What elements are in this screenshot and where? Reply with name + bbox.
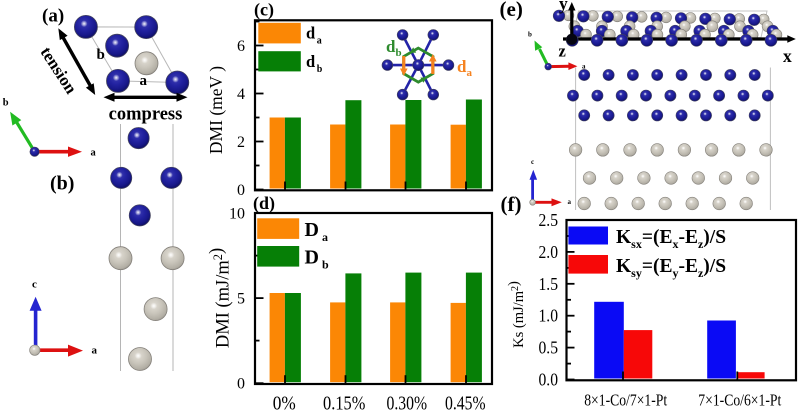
svg-text:(d): (d) [253, 193, 275, 214]
svg-text:0.30%: 0.30% [387, 393, 428, 415]
svg-text:a: a [568, 198, 572, 206]
svg-text:a: a [92, 345, 98, 357]
svg-text:2.5: 2.5 [539, 210, 559, 230]
svg-text:0: 0 [237, 182, 245, 199]
svg-text:DMI (meV ): DMI (meV ) [206, 66, 226, 154]
svg-text:0.0: 0.0 [539, 370, 559, 390]
svg-text:x: x [783, 46, 792, 66]
svg-text:(b): (b) [50, 173, 74, 195]
svg-text:a: a [140, 73, 148, 89]
svg-text:5: 5 [237, 291, 245, 308]
svg-text:a: a [91, 148, 97, 159]
svg-text:2: 2 [237, 134, 245, 151]
svg-text:(c): (c) [254, 0, 274, 21]
svg-text:0: 0 [237, 376, 245, 393]
svg-text:6: 6 [237, 38, 245, 55]
svg-text:c: c [32, 279, 37, 291]
svg-text:0%: 0% [273, 393, 296, 415]
svg-text:0.45%: 0.45% [445, 393, 486, 415]
svg-text:c: c [531, 158, 534, 166]
svg-text:8×1-Co/7×1-Pt: 8×1-Co/7×1-Pt [584, 391, 667, 410]
svg-text:y: y [559, 0, 568, 14]
svg-text:b: b [3, 98, 9, 109]
svg-text:7×1-Co/6×1-Pt: 7×1-Co/6×1-Pt [698, 391, 781, 410]
svg-text:2.0: 2.0 [539, 242, 559, 262]
svg-text:0.15%: 0.15% [323, 393, 365, 415]
svg-text:(a): (a) [42, 6, 64, 27]
svg-text:4: 4 [237, 86, 245, 103]
svg-text:b: b [528, 31, 532, 39]
svg-text:(f): (f) [501, 192, 522, 216]
svg-text:0.5: 0.5 [539, 338, 559, 358]
svg-text:(e): (e) [500, 0, 523, 21]
svg-text:1.0: 1.0 [539, 306, 559, 326]
svg-text:compress: compress [109, 105, 183, 125]
svg-text:10: 10 [229, 206, 245, 223]
svg-text:b: b [97, 47, 105, 63]
svg-text:1.5: 1.5 [539, 274, 559, 294]
svg-text:z: z [559, 42, 566, 61]
